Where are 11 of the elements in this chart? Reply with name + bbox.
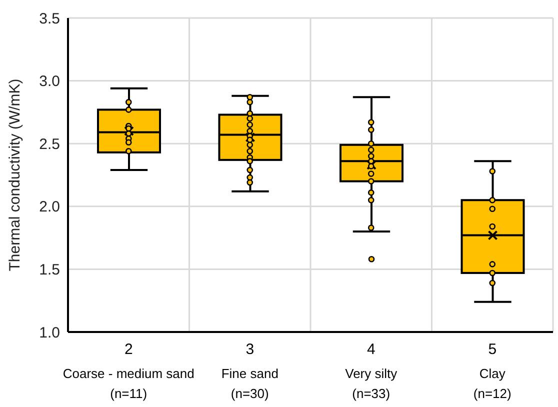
y-tick-label: 1.5 (39, 262, 60, 279)
y-tick-label: 2.0 (39, 198, 60, 216)
x-tick-label: 2 Coarse - medium sand (n=11) (62, 341, 194, 401)
y-tick-label: 1.0 (39, 324, 60, 342)
x-tick-label: 3 Fine sand (n=30) (221, 341, 278, 401)
y-tick-label: 3.0 (39, 73, 60, 90)
x-tick-label: 5 Clay (n=12) (473, 341, 512, 401)
y-tick-label: 2.5 (39, 136, 60, 153)
y-axis-title: Thermal conductivity (W/mK) (6, 78, 24, 272)
x-tick-label: 4 Very silty (n=33) (345, 341, 398, 401)
y-tick-label: 3.5 (39, 10, 60, 28)
